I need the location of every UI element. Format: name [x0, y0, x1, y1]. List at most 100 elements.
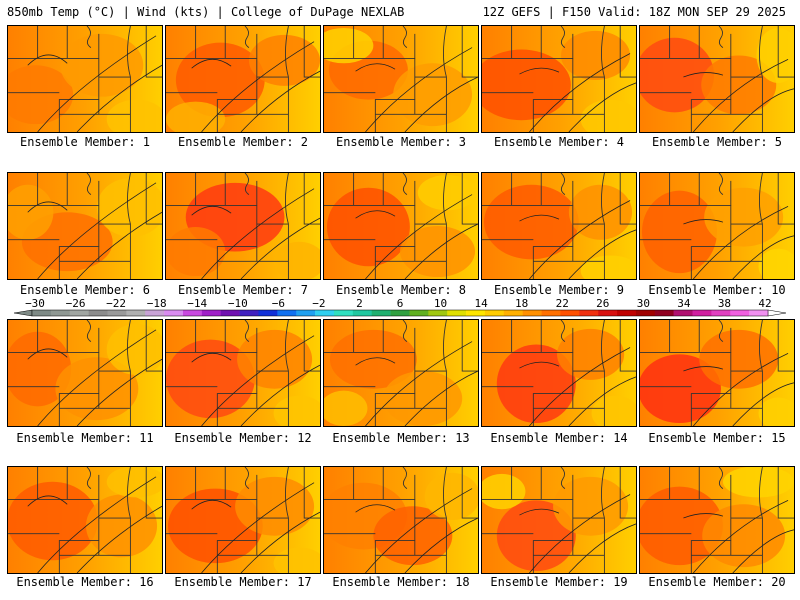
- ensemble-member-label: Ensemble Member: 6: [6, 283, 164, 297]
- temperature-map: [324, 467, 478, 573]
- ensemble-map-panel: [165, 319, 321, 427]
- colorbar-segment: [220, 310, 240, 316]
- ensemble-map-panel: [639, 466, 795, 574]
- colorbar-tick-label: 38: [718, 297, 731, 310]
- ensemble-map-panel: [323, 466, 479, 574]
- colorbar-segment: [711, 310, 731, 316]
- temperature-map: [324, 26, 478, 132]
- member-prefix: Ensemble Member:: [490, 431, 614, 445]
- colorbar-tick-label: 26: [596, 297, 609, 310]
- colorbar-segment: [201, 310, 222, 316]
- member-prefix: Ensemble Member:: [174, 575, 298, 589]
- ensemble-member-label: Ensemble Member: 1: [6, 135, 164, 149]
- colorbar-segment: [352, 310, 372, 316]
- colorbar-segment: [32, 310, 52, 316]
- colorbar-segment: [296, 310, 316, 316]
- colorbar-segment: [69, 310, 89, 316]
- ensemble-member-label: Ensemble Member: 8: [322, 283, 480, 297]
- member-number: 8: [458, 283, 467, 297]
- temperature-map: [482, 173, 636, 279]
- member-number: 15: [771, 431, 786, 445]
- temperature-map: [482, 467, 636, 573]
- member-prefix: Ensemble Member:: [174, 431, 298, 445]
- colorbar-segment: [749, 310, 769, 316]
- colorbar-segment: [673, 310, 693, 316]
- ensemble-member-label: Ensemble Member: 15: [638, 431, 796, 445]
- member-number: 10: [771, 283, 786, 297]
- member-number: 4: [616, 135, 625, 149]
- colorbar-segment: [484, 310, 505, 316]
- temperature-map: [8, 26, 162, 132]
- colorbar-segment: [522, 310, 542, 316]
- temperature-map: [640, 26, 794, 132]
- member-number: 20: [771, 575, 786, 589]
- colorbar-segment: [730, 310, 750, 316]
- ensemble-member-label: Ensemble Member: 14: [480, 431, 638, 445]
- colorbar-tick-label: −30: [25, 297, 45, 310]
- colorbar-segment: [164, 310, 184, 316]
- member-prefix: Ensemble Member:: [493, 283, 617, 297]
- colorbar-segment: [409, 310, 429, 316]
- ensemble-map-panel: [481, 172, 637, 280]
- member-number: 5: [774, 135, 783, 149]
- ensemble-member-label: Ensemble Member: 9: [480, 283, 638, 297]
- colorbar-tick-label: −14: [187, 297, 207, 310]
- colorbar-tick-label: 22: [556, 297, 569, 310]
- member-number: 12: [297, 431, 312, 445]
- ensemble-member-label: Ensemble Member: 12: [164, 431, 322, 445]
- ensemble-map-panel: [323, 319, 479, 427]
- colorbar-segment: [107, 310, 127, 316]
- colorbar-segment: [145, 310, 165, 316]
- member-prefix: Ensemble Member:: [332, 575, 456, 589]
- temperature-map: [166, 26, 320, 132]
- colorbar-segment: [692, 310, 712, 316]
- ensemble-member-label: Ensemble Member: 2: [164, 135, 322, 149]
- member-number: 6: [142, 283, 151, 297]
- colorbar-tick-label: −26: [66, 297, 86, 310]
- member-number: 16: [139, 575, 154, 589]
- ensemble-map-panel: [7, 172, 163, 280]
- ensemble-member-label: Ensemble Member: 11: [6, 431, 164, 445]
- ensemble-map-panel: [639, 25, 795, 133]
- member-prefix: Ensemble Member:: [16, 575, 140, 589]
- ensemble-map-panel: [165, 25, 321, 133]
- ensemble-map-panel: [323, 25, 479, 133]
- member-number: 17: [297, 575, 312, 589]
- member-number: 1: [142, 135, 151, 149]
- colorbar-tick-label: 30: [637, 297, 650, 310]
- colorbar-segment: [598, 310, 618, 316]
- colorbar-segment: [617, 310, 637, 316]
- ensemble-map-panel: [7, 25, 163, 133]
- ensemble-map-panel: [481, 25, 637, 133]
- ensemble-member-label: Ensemble Member: 17: [164, 575, 322, 589]
- ensemble-map-panel: [639, 319, 795, 427]
- ensemble-member-label: Ensemble Member: 20: [638, 575, 796, 589]
- member-prefix: Ensemble Member:: [648, 283, 772, 297]
- temperature-map: [324, 173, 478, 279]
- member-prefix: Ensemble Member:: [648, 431, 772, 445]
- ensemble-map-panel: [323, 172, 479, 280]
- ensemble-map-panel: [639, 172, 795, 280]
- colorbar-segment: [428, 310, 448, 316]
- colorbar-segment: [50, 310, 71, 316]
- colorbar-segment: [258, 310, 278, 316]
- ensemble-map-panel: [7, 319, 163, 427]
- colorbar-tick-label: 14: [474, 297, 488, 310]
- member-prefix: Ensemble Member:: [493, 135, 617, 149]
- ensemble-map-panel: [481, 466, 637, 574]
- member-prefix: Ensemble Member:: [332, 431, 456, 445]
- temperature-map: [640, 467, 794, 573]
- member-number: 14: [613, 431, 628, 445]
- chart-title: 850mb Temp (°C) | Wind (kts) | College o…: [7, 5, 405, 19]
- member-prefix: Ensemble Member:: [177, 135, 301, 149]
- colorbar-segment: [277, 310, 297, 316]
- ensemble-member-label: Ensemble Member: 4: [480, 135, 638, 149]
- colorbar-tick-label: −2: [312, 297, 325, 310]
- member-number: 3: [458, 135, 467, 149]
- colorbar-segment: [447, 310, 467, 316]
- colorbar-segment: [635, 310, 656, 316]
- ensemble-map-panel: [165, 466, 321, 574]
- temperature-colorbar: −30 −26 −22 −18 −14 −10 −6 −2 2 6 10 14 18 22 26 30 34 38…: [13, 297, 787, 317]
- temperature-map: [640, 173, 794, 279]
- ensemble-member-label: Ensemble Member: 18: [322, 575, 480, 589]
